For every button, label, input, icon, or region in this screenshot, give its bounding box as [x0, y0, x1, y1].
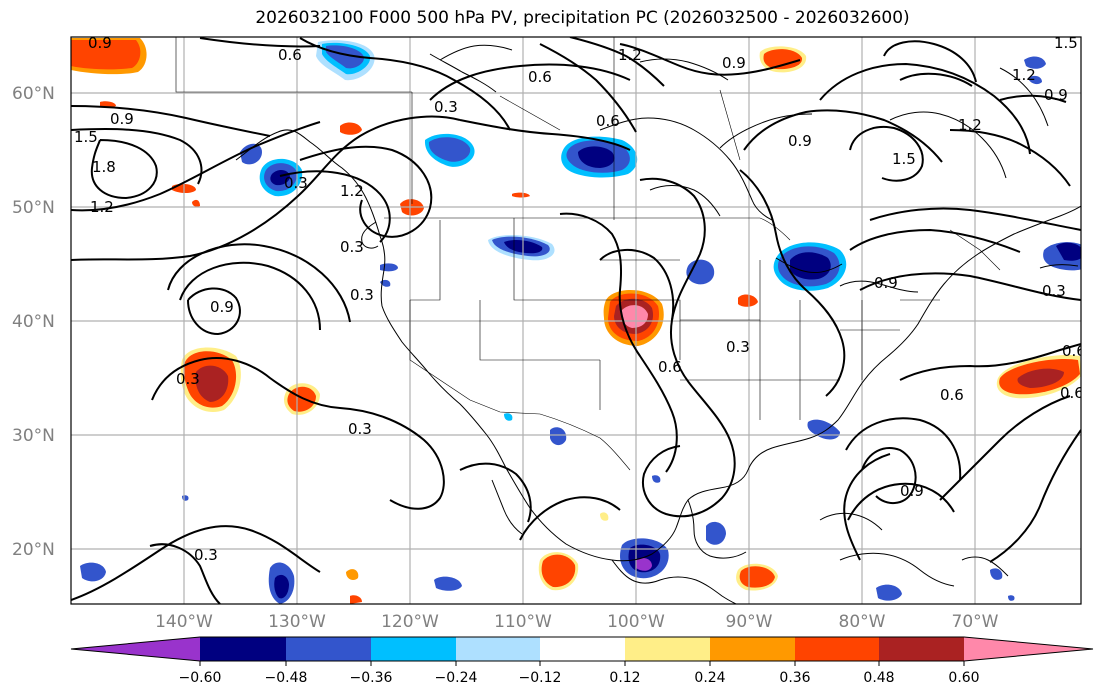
- lat-label: 60°N: [12, 84, 55, 104]
- colorbar-tick-label: 0.12: [609, 670, 640, 686]
- contour-label: 1.5: [892, 150, 916, 168]
- pv-contours: [71, 37, 1081, 604]
- contour-label: 0.9: [88, 34, 112, 52]
- contour-label: 0.3: [350, 286, 374, 304]
- colorbar-segment: [456, 637, 540, 661]
- contour-label: 0.3: [194, 546, 218, 564]
- contour-label: 0.3: [434, 98, 458, 116]
- longitude-labels: 140°W 130°W 120°W 110°W 100°W 90°W 80°W …: [155, 612, 999, 632]
- lat-label: 40°N: [12, 312, 55, 332]
- contour-label: 0.9: [788, 132, 812, 150]
- lon-label: 100°W: [607, 612, 665, 632]
- contour-label: 0.3: [284, 174, 308, 192]
- contour-label: 0.9: [210, 298, 234, 316]
- colorbar-tick-label: 0.36: [779, 670, 810, 686]
- contour-label: 0.6: [1062, 342, 1086, 360]
- lon-label: 140°W: [155, 612, 213, 632]
- lon-label: 110°W: [494, 612, 552, 632]
- political-borders: [175, 37, 1001, 471]
- colorbar-tick-label: −0.24: [435, 670, 478, 686]
- contour-label: 1.2: [618, 46, 642, 64]
- map-frame: [70, 36, 1082, 605]
- lat-label: 30°N: [12, 426, 55, 446]
- lon-label: 70°W: [952, 612, 999, 632]
- contour-label: 1.2: [958, 116, 982, 134]
- colorbar-segment: [200, 637, 286, 661]
- contour-label: 0.6: [528, 68, 552, 86]
- colorbar-segment: [540, 637, 625, 661]
- colorbar-segment: [879, 637, 964, 661]
- colorbar-tick-label: −0.60: [179, 670, 222, 686]
- colorbar-ticks: [199, 661, 965, 666]
- lat-label: 50°N: [12, 198, 55, 218]
- contour-label: 0.6: [658, 358, 682, 376]
- colorbar: −0.60 −0.48 −0.36 −0.24 −0.12 0.12 0.24 …: [70, 636, 1094, 686]
- contour-label: 1.5: [1054, 34, 1078, 52]
- lat-label: 20°N: [12, 540, 55, 560]
- colorbar-tick-label: −0.12: [519, 670, 562, 686]
- contour-label: 1.2: [340, 182, 364, 200]
- colorbar-tick-label: 0.60: [948, 670, 979, 686]
- contour-label: 0.9: [722, 54, 746, 72]
- lon-label: 120°W: [381, 612, 439, 632]
- contour-label: 0.6: [596, 112, 620, 130]
- contour-label: 0.9: [1044, 86, 1068, 104]
- lon-label: 90°W: [726, 612, 773, 632]
- contour-label: 0.3: [348, 420, 372, 438]
- contour-label: 0.9: [874, 274, 898, 292]
- colorbar-segment: [286, 637, 371, 661]
- colorbar-segment: [964, 637, 1093, 661]
- colorbar-segment: [625, 637, 710, 661]
- latitude-labels: 60°N 50°N 40°N 30°N 20°N: [12, 84, 55, 560]
- contour-label: 0.3: [176, 370, 200, 388]
- map-panel: 0.9 0.6 1.2 0.6 0.9 1.5 1.2 0.9 1.2 1.5 …: [70, 34, 1086, 605]
- map-title: 2026032100 F000 500 hPa PV, precipitatio…: [255, 8, 910, 28]
- colorbar-segment: [710, 637, 795, 661]
- lon-label: 80°W: [839, 612, 886, 632]
- colorbar-tick-label: 0.48: [863, 670, 894, 686]
- colorbar-segment: [71, 637, 200, 661]
- colorbar-segment: [795, 637, 879, 661]
- contour-label: 0.6: [278, 46, 302, 64]
- contour-label: 0.3: [726, 338, 750, 356]
- contour-label: 0.3: [340, 238, 364, 256]
- lon-label: 130°W: [268, 612, 326, 632]
- contour-label: 0.3: [1042, 282, 1066, 300]
- colorbar-tick-label: 0.24: [694, 670, 725, 686]
- contour-label: 1.2: [1012, 66, 1036, 84]
- colorbar-tick-label: −0.48: [265, 670, 308, 686]
- contour-label: 0.6: [1060, 384, 1084, 402]
- colorbar-segment: [371, 637, 456, 661]
- contour-label: 1.2: [90, 198, 114, 216]
- contour-label: 0.9: [110, 110, 134, 128]
- contour-label: 1.8: [92, 158, 116, 176]
- colorbar-tick-label: −0.36: [350, 670, 393, 686]
- contour-label: 1.5: [74, 128, 98, 146]
- coastlines: [235, 44, 1081, 604]
- contour-label: 0.9: [900, 482, 924, 500]
- contour-label: 0.6: [940, 386, 964, 404]
- contour-labels: 0.9 0.6 1.2 0.6 0.9 1.5 1.2 0.9 1.2 1.5 …: [74, 34, 1086, 564]
